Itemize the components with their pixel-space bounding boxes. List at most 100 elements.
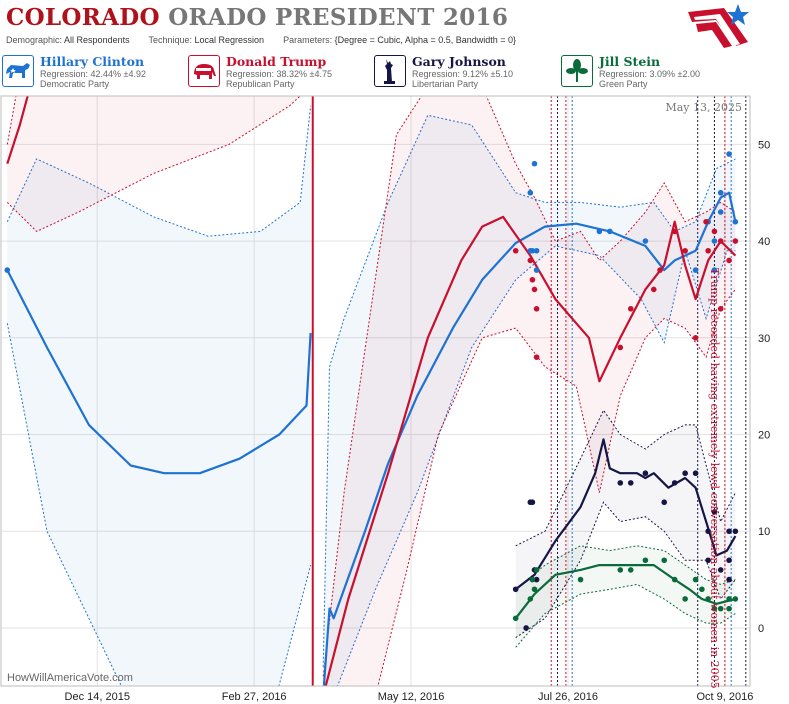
poll-point	[642, 238, 649, 244]
event-annotation: Trump recorded having extremely lewd con…	[708, 268, 721, 689]
statue-of-liberty-icon	[374, 55, 406, 87]
legend-party: Libertarian Party	[412, 79, 479, 89]
band-lower-bound	[377, 289, 736, 686]
poll-point	[717, 189, 724, 196]
poll-point	[617, 567, 624, 573]
poll-point	[711, 509, 718, 515]
elephant-icon	[188, 55, 220, 87]
confidence-band	[323, 96, 736, 686]
legend-party: Green Party	[599, 79, 648, 89]
poll-point	[627, 567, 634, 573]
poll-point	[533, 247, 540, 254]
y-tick-label: 50	[758, 139, 770, 151]
poll-point	[705, 528, 711, 535]
y-tick-label: 40	[758, 236, 770, 248]
header: COLORADO ORADO PRESIDENT 2016 Demographi…	[0, 0, 789, 52]
poll-point	[512, 586, 519, 593]
poll-point	[533, 576, 540, 583]
leaf-icon	[561, 55, 593, 87]
date-stamp: May 13, 2025	[665, 101, 742, 114]
poll-point	[533, 567, 540, 573]
legend-regression: Regression: 38.32% ±4.75	[226, 69, 333, 79]
x-tick-label: Dec 14, 2015	[65, 691, 130, 703]
poll-point	[531, 586, 538, 593]
trend-line	[515, 438, 737, 591]
star-stripes-logo-icon	[688, 4, 749, 48]
poll-point	[692, 576, 699, 583]
title-race: ORADO PRESIDENT 2016	[168, 4, 509, 31]
band-upper-bound	[6, 105, 312, 237]
poll-point	[732, 528, 739, 535]
poll-point	[531, 286, 538, 293]
poll-point	[732, 238, 739, 244]
band-lower-bound	[515, 583, 736, 648]
poll-point	[717, 567, 724, 573]
demographic-label: Demographic:	[6, 35, 63, 45]
confidence-band	[7, 96, 301, 232]
y-tick-label: 10	[758, 526, 770, 538]
x-tick-label: Feb 27, 2016	[222, 691, 287, 703]
band-lower-bound	[6, 96, 301, 232]
y-tick-label: 20	[758, 430, 770, 442]
poll-point	[533, 267, 540, 273]
poll-points	[4, 151, 739, 631]
poll-point	[717, 305, 724, 312]
x-tick-label: May 12, 2016	[378, 691, 445, 703]
poll-point	[717, 238, 724, 244]
legend-regression: Regression: 9.12% ±5.10	[412, 69, 513, 79]
poll-point	[661, 499, 668, 506]
y-tick-label: 30	[758, 333, 770, 345]
legend-name: Gary Johnson	[412, 54, 506, 69]
poll-point	[529, 576, 536, 583]
poll-point	[596, 228, 603, 235]
poll-point	[671, 576, 678, 583]
poll-point	[529, 499, 536, 506]
poll-point	[699, 586, 705, 593]
legend-party: Democratic Party	[40, 79, 110, 89]
watermark: HowWillAmericaVote.com	[7, 672, 133, 684]
poll-point	[527, 257, 534, 264]
poll-point	[682, 470, 688, 477]
poll-point	[627, 480, 634, 486]
poll-point	[533, 305, 540, 312]
trend-line	[6, 96, 29, 165]
demographic-value: All Respondents	[64, 35, 130, 45]
technique-value: Local Regression	[194, 35, 265, 45]
poll-point	[527, 189, 534, 196]
trend-line	[324, 215, 737, 686]
legend-party: Republican Party	[226, 79, 295, 89]
poll-point	[732, 596, 739, 602]
parameters-label: Parameters:	[283, 35, 333, 45]
trend-line	[6, 269, 312, 475]
band-upper-bound	[322, 96, 736, 677]
legend-item-stein: Jill Stein Regression: 3.09% ±2.00 Green…	[561, 53, 746, 91]
poll-point	[705, 557, 711, 564]
poll-point	[533, 354, 540, 360]
poll-point	[529, 276, 536, 283]
confidence-band	[515, 410, 736, 638]
poll-point	[692, 335, 699, 341]
poll-point	[682, 247, 688, 254]
band-lower-bound	[515, 501, 736, 639]
event-lines	[311, 96, 747, 686]
page-title: COLORADO ORADO PRESIDENT 2016	[6, 4, 508, 31]
poll-point	[4, 267, 11, 273]
axes: 0 10 20 30 40 50 Dec 14, 2015 Feb 27, 2016 May 1…	[0, 95, 770, 703]
band-upper-bound	[515, 409, 736, 547]
poll-point	[661, 557, 668, 564]
poll-point	[531, 160, 538, 167]
confidence-bands	[6, 96, 736, 686]
legend: Hillary Clinton Regression: 42.44% ±4.92…	[0, 53, 750, 93]
trend-line	[322, 191, 737, 686]
poll-point	[726, 528, 732, 535]
poll-point	[523, 625, 529, 631]
poll-point	[527, 596, 534, 602]
poll-point	[512, 247, 519, 254]
poll-point	[726, 557, 732, 564]
plot-frame	[0, 95, 751, 687]
poll-point	[692, 470, 699, 477]
band-upper-bound	[6, 96, 17, 145]
title-state: COLORADO	[6, 4, 160, 31]
poll-point	[607, 228, 613, 235]
